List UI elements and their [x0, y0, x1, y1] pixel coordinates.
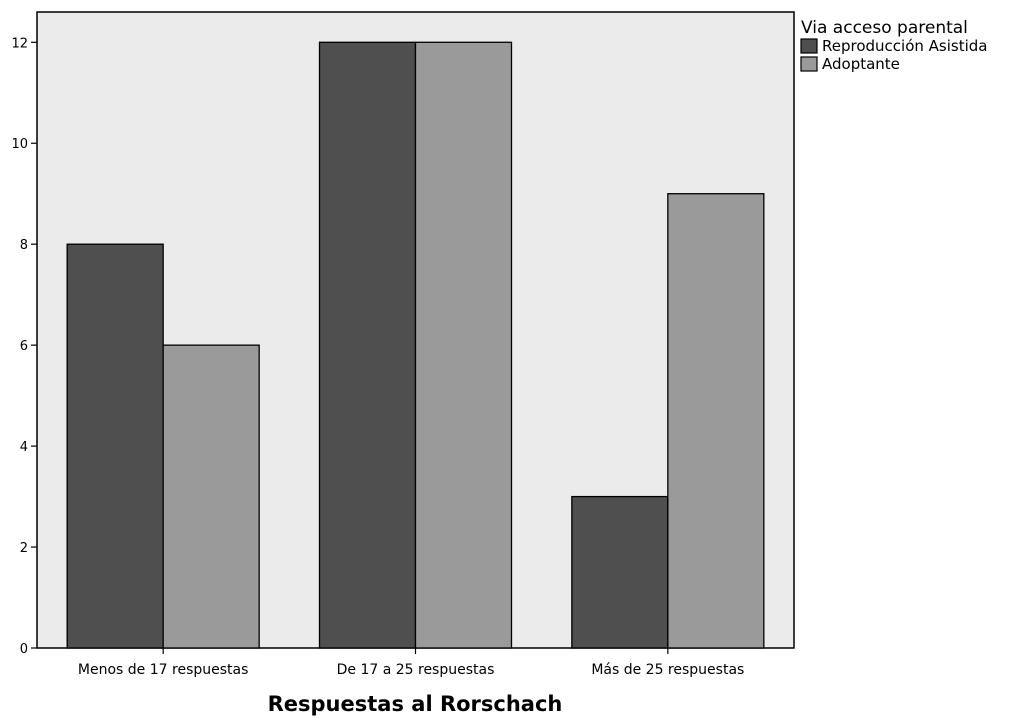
bar-adoptante-3 — [667, 193, 765, 649]
y-tick-label: 6 — [20, 339, 28, 354]
y-axis: 0 2 4 6 8 10 12 — [11, 36, 37, 657]
y-tick-label: 10 — [11, 137, 28, 152]
bar-adoptante-1 — [162, 344, 260, 649]
y-tick-label: 2 — [20, 541, 28, 556]
y-tick-label: 12 — [11, 36, 28, 51]
bar-reproduccion-1 — [66, 243, 164, 649]
legend: Via acceso parental Reproducción Asistid… — [800, 18, 987, 73]
legend-label: Adoptante — [822, 55, 900, 73]
legend-swatch — [800, 56, 818, 72]
bar-reproduccion-3 — [571, 495, 669, 649]
bar-reproduccion-2 — [318, 41, 417, 649]
x-axis-title: Respuestas al Rorschach — [268, 692, 563, 716]
x-tick-label: Menos de 17 respuestas — [78, 662, 248, 678]
x-tick-label: Más de 25 respuestas — [591, 662, 744, 678]
y-tick-label: 4 — [20, 440, 28, 455]
legend-swatch — [800, 38, 818, 54]
y-tick-label: 8 — [20, 238, 28, 253]
bar-adoptante-2 — [414, 41, 513, 649]
legend-title: Via acceso parental — [801, 18, 968, 38]
legend-label: Reproducción Asistida — [822, 37, 987, 55]
x-tick-label: De 17 a 25 respuestas — [337, 662, 495, 678]
y-tick-label: 0 — [20, 642, 28, 657]
bars-group — [66, 41, 765, 649]
x-axis: Menos de 17 respuestas De 17 a 25 respues… — [78, 648, 744, 678]
